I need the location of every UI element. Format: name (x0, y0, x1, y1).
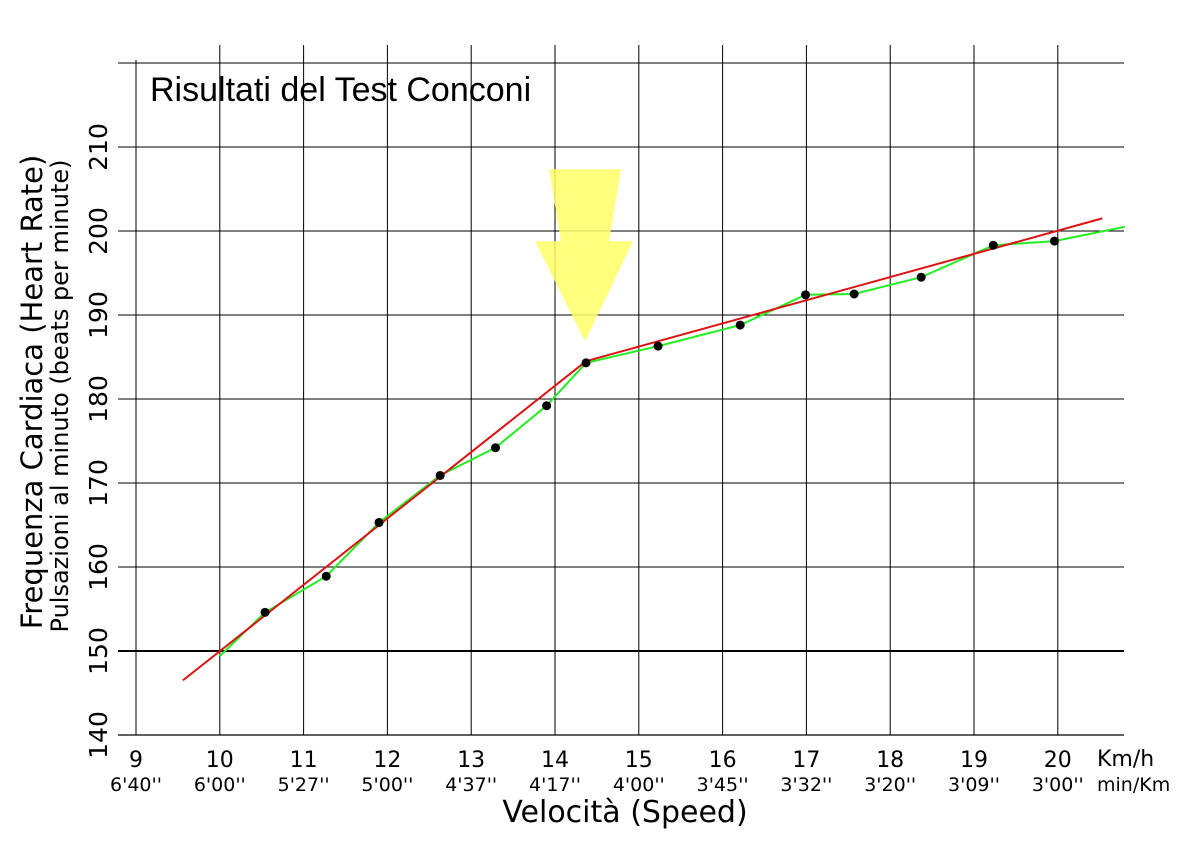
data-point (581, 358, 591, 368)
y-tick-label: 210 (84, 123, 113, 171)
y-tick-label: 150 (84, 627, 113, 675)
x2-tick-label: 4'17'' (529, 774, 581, 796)
grid (118, 45, 1124, 736)
deflection-arrow-icon (535, 169, 634, 342)
x2-tick-label: 3'00'' (1032, 774, 1084, 796)
y-tick-label: 170 (84, 459, 113, 507)
series-line-measured (219, 225, 1125, 657)
data-point (542, 401, 552, 411)
series-line-trend-line-low (182, 360, 587, 682)
data-point (435, 470, 445, 480)
data-point (849, 289, 859, 299)
x-tick-label: 15 (625, 748, 653, 773)
x-tick-label: 20 (1044, 748, 1072, 773)
data-point (374, 517, 384, 527)
data-point (1049, 236, 1059, 246)
y-axis-sublabel: Pulsazioni al minuto (beats per minute) (46, 160, 74, 633)
data-point (735, 320, 745, 330)
y-tick-label: 180 (84, 375, 113, 423)
x-tick-label: 12 (373, 748, 401, 773)
x2-tick-label: 5'27'' (278, 774, 330, 796)
data-points (260, 236, 1059, 617)
x-tick-label: 11 (290, 748, 318, 773)
series-group (182, 217, 1125, 682)
data-point (988, 240, 998, 250)
x2-tick-label: 3'32'' (780, 774, 832, 796)
x2-tick-label: 3'45'' (697, 774, 749, 796)
series-line-trend-line-high (585, 217, 1103, 363)
data-point (260, 607, 270, 617)
x2-tick-label: 4'37'' (445, 774, 497, 796)
x2-tick-label: 6'40'' (110, 774, 162, 796)
data-point (653, 341, 663, 351)
x-tick-label: 19 (960, 748, 988, 773)
x2-unit-label: min/Km (1097, 774, 1170, 796)
x-tick-label: 18 (876, 748, 904, 773)
x-tick-label: 17 (792, 748, 820, 773)
x2-tick-label: 4'00'' (613, 774, 665, 796)
x2-tick-label: 3'20'' (864, 774, 916, 796)
data-point (916, 272, 926, 282)
x-tick-label: 9 (129, 748, 143, 773)
x2-tick-label: 5'00'' (361, 774, 413, 796)
x2-tick-label: 3'09'' (948, 774, 1000, 796)
y-tick-label: 200 (84, 207, 113, 255)
y-tick-label: 140 (84, 711, 113, 759)
x-tick-label: 10 (206, 748, 234, 773)
deflection-arrow-shape (535, 169, 634, 342)
y-axis-label: Frequenza Cardiaca (Heart Rate) (15, 155, 49, 630)
y-tick-label: 160 (84, 543, 113, 591)
axis-labels: 9 10 11 12 13 14 15 16 17 18 19 20 6'40'' 6'00'' 5'27'… (84, 123, 1084, 796)
chart-title: Risultati del Test Conconi (150, 71, 531, 109)
x-unit-label: Km/h (1097, 747, 1154, 772)
x-tick-label: 14 (541, 748, 569, 773)
data-point (491, 443, 501, 453)
x-tick-label: 16 (709, 748, 737, 773)
x-axis-label: Velocità (Speed) (502, 795, 747, 830)
data-point (321, 571, 331, 581)
data-point (801, 290, 811, 300)
y-tick-label: 190 (84, 291, 113, 339)
x2-tick-label: 6'00'' (194, 774, 246, 796)
x-tick-label: 13 (457, 748, 485, 773)
